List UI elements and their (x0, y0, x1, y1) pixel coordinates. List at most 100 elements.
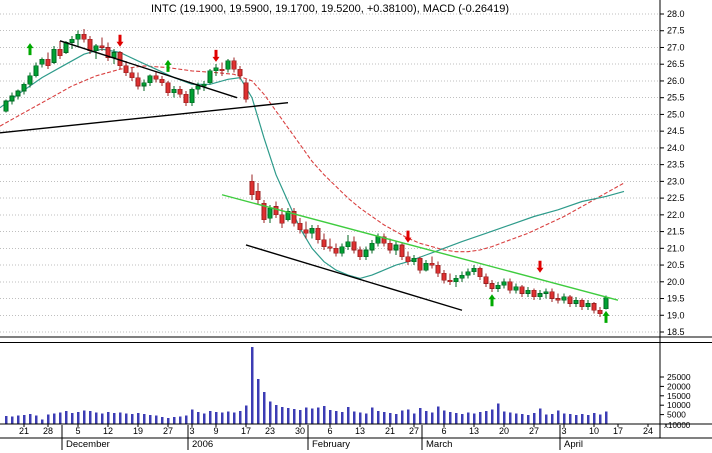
trendline (0, 102, 289, 134)
volume-bar (563, 413, 566, 424)
candle-body (27, 75, 33, 85)
volume-bar (383, 411, 386, 424)
candle-body (369, 242, 375, 251)
candle-body (267, 207, 273, 219)
candle-body (321, 239, 327, 247)
candle-body (381, 236, 387, 244)
volume-bar (53, 413, 56, 424)
candle-body (87, 38, 93, 52)
volume-tick-label: 25000 (667, 372, 691, 382)
day-tick-label: 3 (561, 426, 566, 436)
candle-body (231, 60, 237, 70)
volume-bar (179, 416, 182, 424)
price-tick-label: 20.5 (667, 260, 685, 270)
candle-body (129, 72, 135, 78)
volume-bar (197, 412, 200, 424)
volume-bar (143, 414, 146, 424)
volume-bar (161, 417, 164, 424)
volume-bar (413, 413, 416, 424)
candle-body (339, 246, 345, 254)
down-arrow-icon (116, 34, 124, 47)
month-label: April (564, 439, 583, 450)
volume-bar (443, 410, 446, 424)
candle-body (123, 65, 129, 73)
candle-body (429, 263, 435, 266)
candle-body (159, 78, 165, 83)
day-tick-label: 27 (529, 426, 539, 436)
volume-bar (251, 346, 254, 424)
volume-bar (263, 392, 266, 424)
candle-body (147, 75, 153, 83)
month-label: 2006 (192, 439, 213, 450)
candle-body (111, 52, 117, 58)
volume-bar (419, 408, 422, 424)
volume-bar (107, 411, 110, 424)
month-axis-labels: December 2006 February March April (61, 425, 583, 450)
volume-bar (335, 411, 338, 424)
day-tick-label: 17 (613, 426, 623, 436)
candle-body (453, 278, 459, 283)
candle-body (153, 75, 159, 80)
trendline (245, 244, 463, 311)
volume-bar (65, 411, 68, 424)
volume-bar (167, 417, 170, 424)
candle-body (303, 229, 309, 234)
candle-body (357, 249, 363, 257)
candle-body (243, 82, 249, 100)
volume-bar (185, 415, 188, 424)
volume-bar (287, 408, 290, 424)
price-axis-labels: 28.0 27.5 27.0 26.5 26.0 25.5 25.0 24.5 24.0 23.5… (660, 9, 685, 337)
volume-bar (131, 414, 134, 424)
volume-bar (347, 407, 350, 424)
volume-bar (245, 405, 248, 424)
day-tick-label: 21 (385, 426, 395, 436)
volume-bar (533, 413, 536, 424)
volume-bar (527, 414, 530, 424)
price-tick-label: 28.0 (667, 9, 685, 19)
day-tick-label: 9 (213, 426, 218, 436)
candle-body (507, 281, 513, 291)
trendlines (0, 40, 619, 311)
volume-bar (239, 411, 242, 424)
volume-bar (95, 412, 98, 424)
candle-body (315, 227, 321, 241)
day-tick-label: 20 (499, 426, 509, 436)
volume-bar (149, 414, 152, 424)
down-arrow-icon (404, 230, 412, 243)
candle-body (3, 100, 9, 112)
volume-bar (593, 413, 596, 424)
price-tick-label: 18.5 (667, 327, 685, 337)
candle-body (519, 286, 525, 294)
volume-bar (479, 412, 482, 424)
day-tick-label: 13 (355, 426, 365, 436)
volume-bar (299, 409, 302, 424)
day-tick-label: 21 (19, 426, 29, 436)
volume-tick-label: 5000 (667, 410, 686, 420)
day-tick-label: 27 (163, 426, 173, 436)
candle-body (141, 82, 147, 87)
volume-bar (317, 407, 320, 424)
volume-bar (545, 414, 548, 424)
candle-body (495, 284, 501, 289)
volume-bar (47, 414, 50, 424)
candle-body (261, 202, 267, 221)
volume-bar (137, 412, 140, 424)
volume-bar (41, 419, 44, 424)
price-tick-label: 24.5 (667, 126, 685, 136)
candle-body (99, 45, 105, 48)
candle-body (279, 214, 285, 224)
candle-body (459, 274, 465, 279)
candle-body (423, 263, 429, 271)
volume-tick-label: 10000 (667, 400, 691, 410)
price-tick-label: 20.0 (667, 277, 685, 287)
volume-bar (581, 413, 584, 424)
volume-bar (209, 410, 212, 424)
volume-bar (473, 413, 476, 424)
up-arrow-icon (488, 294, 496, 307)
day-tick-label: 23 (265, 426, 275, 436)
day-tick-label: 19 (133, 426, 143, 436)
day-tick-label: 24 (643, 426, 653, 436)
candle-body (165, 82, 171, 93)
candle-body (273, 206, 279, 216)
volume-bar (233, 412, 236, 424)
